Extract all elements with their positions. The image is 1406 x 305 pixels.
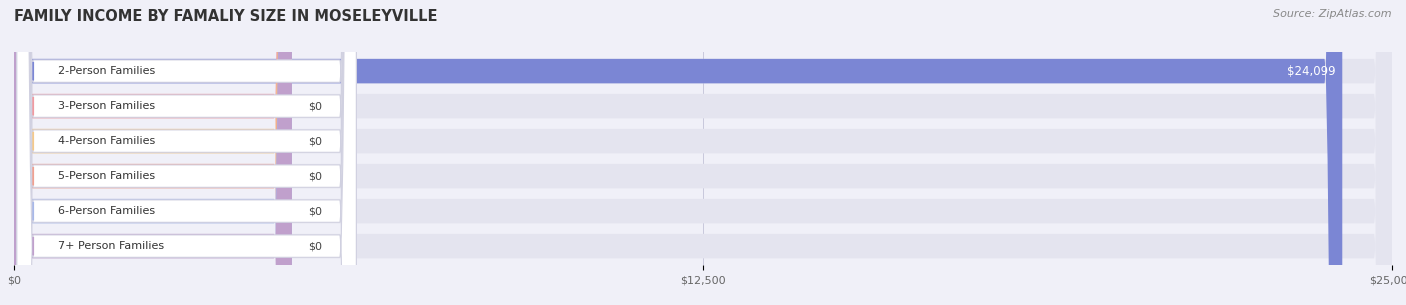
Text: 5-Person Families: 5-Person Families xyxy=(58,171,155,181)
FancyBboxPatch shape xyxy=(14,0,292,305)
Text: $24,099: $24,099 xyxy=(1286,65,1336,77)
FancyBboxPatch shape xyxy=(14,0,292,305)
FancyBboxPatch shape xyxy=(14,0,292,305)
FancyBboxPatch shape xyxy=(14,0,292,305)
FancyBboxPatch shape xyxy=(17,0,356,305)
Text: 4-Person Families: 4-Person Families xyxy=(58,136,156,146)
FancyBboxPatch shape xyxy=(14,0,1392,305)
FancyBboxPatch shape xyxy=(17,0,356,305)
Text: 2-Person Families: 2-Person Families xyxy=(58,66,156,76)
FancyBboxPatch shape xyxy=(17,0,356,305)
FancyBboxPatch shape xyxy=(14,0,1392,305)
Text: $0: $0 xyxy=(308,206,322,216)
FancyBboxPatch shape xyxy=(17,0,356,305)
Text: $0: $0 xyxy=(308,171,322,181)
Text: $0: $0 xyxy=(308,101,322,111)
Text: 7+ Person Families: 7+ Person Families xyxy=(58,241,165,251)
Text: $0: $0 xyxy=(308,241,322,251)
FancyBboxPatch shape xyxy=(14,0,1392,305)
Text: 6-Person Families: 6-Person Families xyxy=(58,206,155,216)
Text: 3-Person Families: 3-Person Families xyxy=(58,101,155,111)
FancyBboxPatch shape xyxy=(14,0,1343,305)
FancyBboxPatch shape xyxy=(14,0,1392,305)
Text: FAMILY INCOME BY FAMALIY SIZE IN MOSELEYVILLE: FAMILY INCOME BY FAMALIY SIZE IN MOSELEY… xyxy=(14,9,437,24)
FancyBboxPatch shape xyxy=(17,0,356,305)
FancyBboxPatch shape xyxy=(14,0,1392,305)
FancyBboxPatch shape xyxy=(14,0,292,305)
Text: Source: ZipAtlas.com: Source: ZipAtlas.com xyxy=(1274,9,1392,19)
FancyBboxPatch shape xyxy=(17,0,356,305)
Text: $0: $0 xyxy=(308,136,322,146)
FancyBboxPatch shape xyxy=(14,0,1392,305)
